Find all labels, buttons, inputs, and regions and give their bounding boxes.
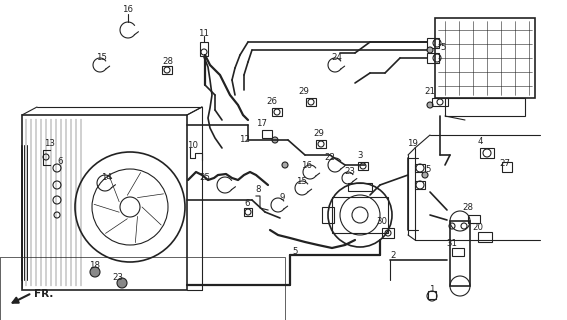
Text: 9: 9 <box>280 194 285 203</box>
Text: 20: 20 <box>472 222 484 231</box>
Text: 12: 12 <box>239 135 251 145</box>
Circle shape <box>272 137 278 143</box>
Bar <box>427 53 439 63</box>
Bar <box>435 18 535 98</box>
Text: 30: 30 <box>376 218 387 227</box>
Text: 17: 17 <box>256 118 268 127</box>
Text: 15: 15 <box>297 178 307 187</box>
Bar <box>200 42 208 56</box>
Bar <box>452 248 464 256</box>
Bar <box>244 208 252 216</box>
Text: 16: 16 <box>122 5 133 14</box>
Text: 1: 1 <box>429 285 435 294</box>
Bar <box>22 115 187 290</box>
Bar <box>0 257 285 320</box>
Text: 8: 8 <box>255 185 261 194</box>
Text: 14: 14 <box>101 172 112 181</box>
Bar <box>478 232 492 242</box>
Text: 13: 13 <box>44 139 56 148</box>
Bar <box>502 162 512 172</box>
Text: 3: 3 <box>357 150 363 159</box>
Text: 28: 28 <box>463 204 473 212</box>
Text: 27: 27 <box>500 158 510 167</box>
Text: 11: 11 <box>198 29 209 38</box>
Circle shape <box>427 47 433 53</box>
Text: 31: 31 <box>446 238 458 247</box>
Bar <box>445 98 525 116</box>
Text: 4: 4 <box>477 138 483 147</box>
Bar <box>322 207 334 223</box>
Circle shape <box>427 102 433 108</box>
Text: 6: 6 <box>244 198 249 207</box>
Bar <box>262 130 272 138</box>
Bar <box>306 98 316 106</box>
Text: FR.: FR. <box>34 289 53 299</box>
Text: 23: 23 <box>345 167 356 177</box>
Bar <box>382 228 394 238</box>
Text: 16: 16 <box>302 161 312 170</box>
Text: 24: 24 <box>332 53 342 62</box>
Text: 29: 29 <box>299 86 310 95</box>
Text: 10: 10 <box>188 140 198 149</box>
Circle shape <box>90 267 100 277</box>
Bar <box>432 98 448 106</box>
Bar <box>480 148 494 158</box>
Bar <box>450 221 470 286</box>
Bar <box>272 108 282 116</box>
Text: 18: 18 <box>90 261 100 270</box>
Circle shape <box>282 162 288 168</box>
Text: 2: 2 <box>390 252 396 260</box>
Text: 15: 15 <box>96 53 108 62</box>
Bar <box>468 215 480 223</box>
Bar <box>428 291 436 299</box>
Bar <box>427 38 439 48</box>
Bar <box>316 140 326 148</box>
Bar <box>415 164 425 172</box>
Text: 29: 29 <box>314 130 324 139</box>
Text: 5: 5 <box>292 247 298 257</box>
Text: 6: 6 <box>57 157 63 166</box>
Text: 25: 25 <box>200 173 210 182</box>
Text: 21: 21 <box>425 87 435 97</box>
Text: 5: 5 <box>425 165 431 174</box>
Text: 28: 28 <box>163 57 174 66</box>
Circle shape <box>422 172 428 178</box>
Bar <box>358 162 368 170</box>
Bar <box>332 197 388 233</box>
Text: 19: 19 <box>407 139 417 148</box>
Bar <box>162 66 172 74</box>
Text: 23: 23 <box>112 274 124 283</box>
Bar <box>415 181 425 189</box>
Text: 5: 5 <box>440 44 446 52</box>
Text: 22: 22 <box>324 154 336 163</box>
Bar <box>348 183 372 191</box>
Circle shape <box>117 278 127 288</box>
Text: 26: 26 <box>266 97 277 106</box>
